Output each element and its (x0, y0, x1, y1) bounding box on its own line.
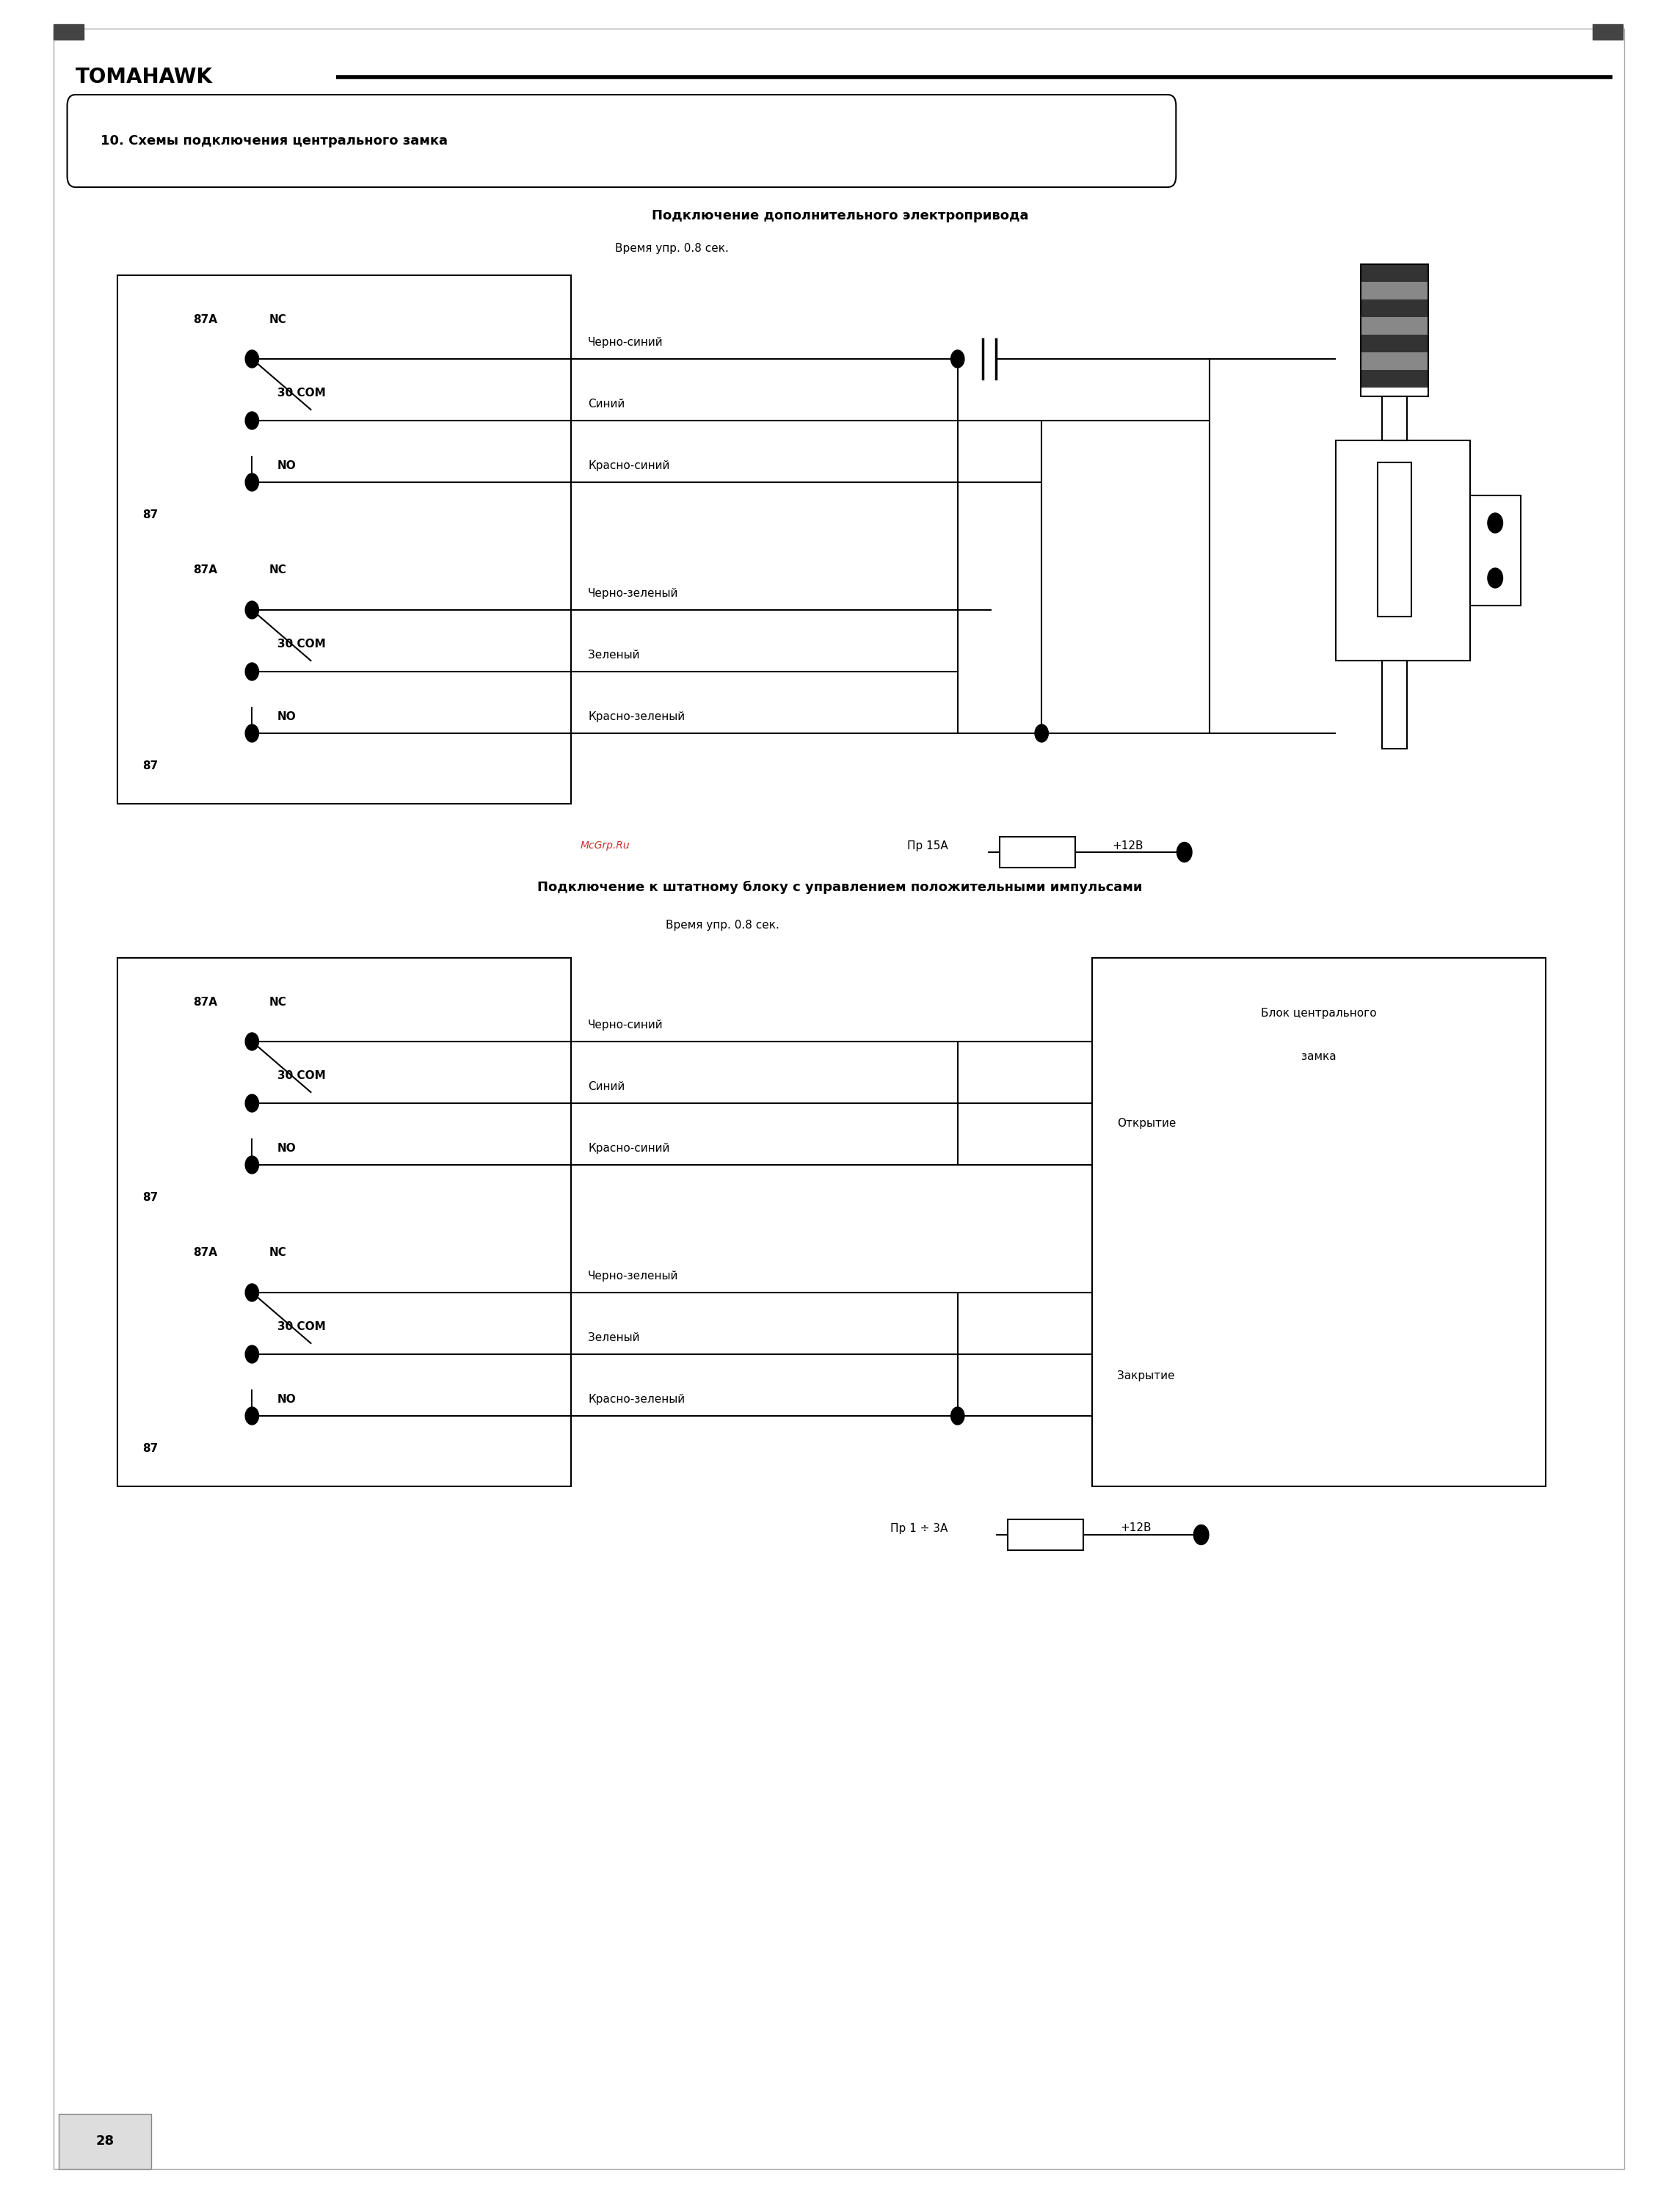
Text: Черно-зеленый: Черно-зеленый (588, 1271, 679, 1282)
Text: Красно-синий: Красно-синий (588, 1143, 670, 1154)
Text: 30 COM: 30 COM (277, 388, 326, 399)
Bar (54, 24, 84, 40)
Text: 87: 87 (143, 1191, 158, 1202)
Bar (1378, 462, 1411, 617)
Bar (1361, 335, 1428, 352)
Text: Закрытие: Закрытие (1117, 1370, 1174, 1383)
Text: NC: NC (269, 315, 286, 326)
Circle shape (245, 663, 259, 680)
Circle shape (1488, 568, 1504, 588)
Text: 28: 28 (96, 2136, 114, 2149)
Circle shape (951, 1407, 964, 1425)
Text: 87A: 87A (193, 1246, 217, 1257)
Text: NC: NC (269, 564, 286, 575)
Text: Пр 15А: Пр 15А (907, 841, 948, 852)
Text: Зеленый: Зеленый (588, 1332, 640, 1343)
Text: замка: замка (1302, 1053, 1336, 1064)
Bar (1361, 282, 1428, 299)
Text: McGrp.Ru: McGrp.Ru (580, 841, 630, 850)
Bar (1381, 661, 1408, 749)
Text: Пр 1 ÷ 3А: Пр 1 ÷ 3А (890, 1524, 948, 1533)
Text: Красно-зеленый: Красно-зеленый (588, 711, 685, 722)
Text: Подключение к штатному блоку с управлением положительными импульсами: Подключение к штатному блоку с управлени… (538, 881, 1142, 894)
Circle shape (245, 412, 259, 429)
Bar (1361, 299, 1428, 317)
Text: +12В: +12В (1112, 841, 1144, 852)
Bar (1336, 440, 1470, 661)
Circle shape (245, 350, 259, 368)
Bar (1361, 264, 1428, 396)
Circle shape (245, 1407, 259, 1425)
Bar (1008, 1519, 1084, 1550)
Text: 87: 87 (143, 509, 158, 520)
Bar (1593, 24, 1623, 40)
Text: NO: NO (277, 1143, 296, 1154)
Circle shape (951, 350, 964, 368)
Circle shape (245, 473, 259, 491)
Text: NO: NO (277, 460, 296, 471)
Circle shape (1193, 1524, 1210, 1546)
Bar (118, 275, 571, 804)
Circle shape (245, 1156, 259, 1174)
Text: NC: NC (269, 1246, 286, 1257)
Text: 87: 87 (143, 760, 158, 771)
Circle shape (1035, 724, 1048, 742)
Bar (1361, 317, 1428, 335)
Text: TOMAHAWK: TOMAHAWK (76, 66, 213, 88)
Bar (1470, 495, 1520, 606)
Circle shape (1488, 513, 1504, 533)
Text: NO: NO (277, 711, 296, 722)
Text: Черно-зеленый: Черно-зеленый (588, 588, 679, 599)
Text: 30 COM: 30 COM (277, 639, 326, 650)
Circle shape (245, 1033, 259, 1050)
Circle shape (245, 1284, 259, 1301)
Text: Время упр. 0.8 сек.: Время упр. 0.8 сек. (665, 920, 780, 929)
FancyBboxPatch shape (67, 95, 1176, 187)
Bar (1092, 958, 1546, 1486)
Text: Черно-синий: Черно-синий (588, 1020, 664, 1031)
Text: Синий: Синий (588, 1081, 625, 1092)
Text: +12В: +12В (1121, 1524, 1152, 1533)
Text: Время упр. 0.8 сек.: Время упр. 0.8 сек. (615, 244, 729, 255)
Text: 30 COM: 30 COM (277, 1070, 326, 1081)
Text: Блок центрального: Блок центрального (1262, 1009, 1376, 1017)
Text: 87A: 87A (193, 564, 217, 575)
Bar (59, 2114, 151, 2169)
Circle shape (1176, 843, 1193, 863)
Bar (1361, 264, 1428, 282)
Text: NC: NC (269, 995, 286, 1009)
Text: 87: 87 (143, 1442, 158, 1453)
Text: Открытие: Открытие (1117, 1119, 1176, 1127)
Bar (1000, 837, 1075, 868)
Bar (1361, 352, 1428, 370)
Text: NO: NO (277, 1394, 296, 1405)
Bar (1381, 396, 1408, 440)
Circle shape (245, 1094, 259, 1112)
Text: 10. Схемы подключения центрального замка: 10. Схемы подключения центрального замка (101, 134, 449, 148)
Text: Зеленый: Зеленый (588, 650, 640, 661)
Circle shape (245, 724, 259, 742)
Text: Подключение дополнительного электропривода: Подключение дополнительного электроприво… (652, 209, 1028, 222)
Text: 30 COM: 30 COM (277, 1321, 326, 1332)
Bar (1361, 370, 1428, 388)
Text: 87A: 87A (193, 315, 217, 326)
Text: Синий: Синий (588, 399, 625, 410)
Text: Красно-синий: Красно-синий (588, 460, 670, 471)
Bar (118, 958, 571, 1486)
Text: 87A: 87A (193, 995, 217, 1009)
Text: Черно-синий: Черно-синий (588, 337, 664, 348)
Circle shape (245, 601, 259, 619)
Text: Красно-зеленый: Красно-зеленый (588, 1394, 685, 1405)
Circle shape (245, 1345, 259, 1363)
